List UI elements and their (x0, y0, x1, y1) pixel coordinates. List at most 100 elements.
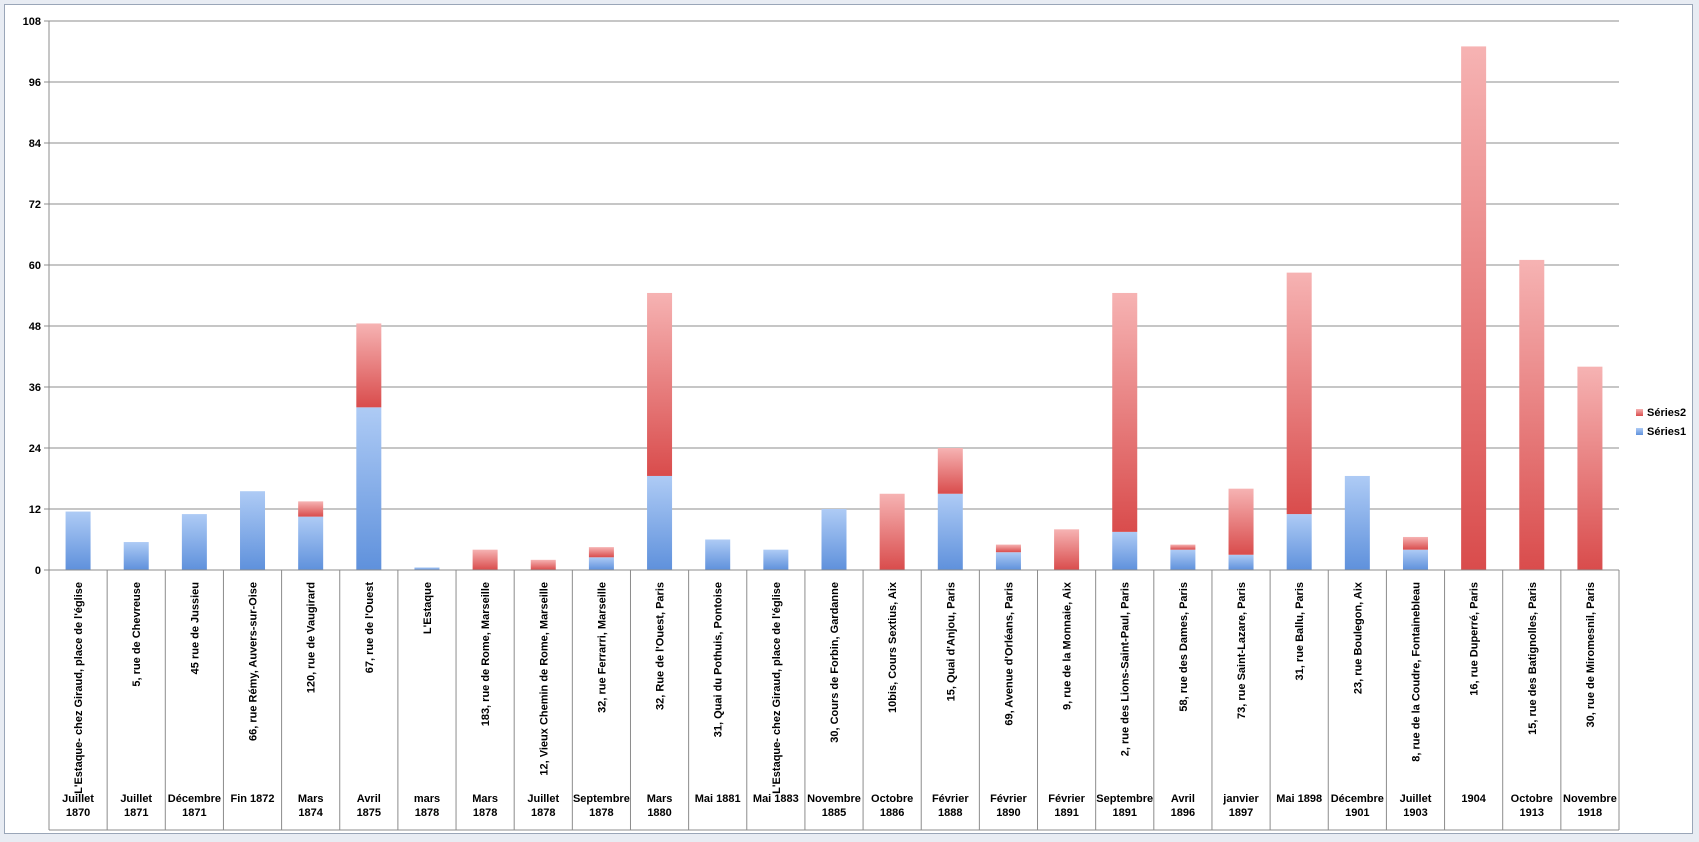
bar-series1 (1170, 549, 1196, 570)
gridlines (49, 20, 1619, 510)
bar-series1 (298, 516, 324, 570)
bar-series1 (356, 407, 382, 570)
category-address-label: 120, rue de Vaugirard (306, 582, 318, 693)
bar-series2 (530, 559, 556, 570)
bar-series2 (1228, 488, 1254, 555)
bar-series2 (1112, 292, 1138, 532)
bar-series2 (1054, 529, 1080, 570)
category-address-label: 31, Quai du Pothuis, Pontoise (713, 582, 725, 737)
y-tick-label: 72 (29, 199, 41, 211)
bar-series1 (647, 475, 673, 570)
category-date-label: Avril 1896 (1171, 793, 1195, 819)
stacked-bar-chart: 0 12 24 36 48 60 72 84 96 108 L'Estaque- chez Gir… (23, 16, 1686, 831)
category-address-label: 69, Avenue d'Orléans, Paris (1003, 582, 1015, 726)
bar-series1 (821, 509, 847, 570)
bar-series2 (472, 549, 498, 570)
bar-series2 (1402, 536, 1428, 550)
category-address-label: 73, rue Saint-Lazare, Paris (1236, 582, 1248, 719)
bar-series1 (181, 514, 207, 570)
category-address-label: 2, rue des Lions-Saint-Paul, Paris (1120, 582, 1132, 756)
category-address-label: 31, rue Ballu, Paris (1294, 582, 1306, 680)
category-date-label: Juillet 1871 (120, 793, 152, 819)
bar-series1 (588, 557, 614, 570)
category-date-label: Juillet 1870 (62, 793, 94, 819)
category-date-label: Novembre 1885 (807, 793, 861, 819)
legend-label: Séries1 (1647, 426, 1686, 438)
bar-series1 (1112, 531, 1138, 570)
category-date-label: Février 1888 (932, 793, 969, 819)
category-date-label: Février 1890 (990, 793, 1027, 819)
legend-swatch (1636, 409, 1643, 416)
y-tick-label: 24 (29, 443, 42, 455)
category-address-label: 67, rue de l'Ouest (364, 582, 376, 674)
bar-series2 (298, 501, 324, 517)
category-address-label: 30, rue de Miromesnil, Paris (1585, 582, 1597, 728)
category-address-label: 9, rue de la Monnaie, Aix (1062, 581, 1074, 710)
bar-series2 (879, 493, 905, 570)
category-address-label: 8, rue de la Coudre, Fontainebleau (1410, 582, 1422, 762)
bar-series1 (705, 539, 731, 570)
bar-series2 (1461, 46, 1487, 570)
category-date-label: Mars 1878 (472, 793, 498, 819)
bar-series2 (647, 292, 673, 476)
category-address-label: 183, rue de Rome, Marseille (480, 582, 492, 726)
category-date-label: Septembre 1878 (573, 793, 630, 819)
category-address-label: L'Estaque- chez Giraud, place de l'églis… (73, 582, 85, 794)
legend: Séries2 Séries1 (1636, 407, 1686, 438)
y-tick-label: 96 (29, 77, 41, 89)
category-address-label: 15, rue des Batignolles, Paris (1527, 582, 1539, 735)
category-address-label: 12, Vieux Chemin de Rome, Marseille (538, 582, 550, 776)
bar-series2 (937, 448, 963, 494)
category-date-label: Décembre 1871 (168, 793, 221, 819)
bar-series1 (123, 542, 149, 570)
category-date-label: mars 1878 (414, 793, 440, 819)
bar-series1 (65, 511, 91, 570)
category-date-label: Mars 1880 (647, 793, 673, 819)
category-date-label: Février 1891 (1048, 793, 1085, 819)
category-address-label: 58, rue des Dames, Paris (1178, 582, 1190, 712)
legend-swatch (1636, 428, 1643, 435)
bar-series1 (1286, 514, 1312, 570)
y-tick-label: 36 (29, 382, 41, 394)
category-address-label: 45 rue de Jussieu (189, 582, 201, 674)
category-date-label: Mai 1883 (753, 793, 799, 805)
category-date-label: Novembre 1918 (1563, 793, 1617, 819)
category-date-label: 1904 (1461, 793, 1486, 805)
category-date-label: Fin 1872 (231, 793, 275, 805)
category-address-label: L'Estaque- chez Giraud, place de l'églis… (771, 582, 783, 794)
bar-series1 (1228, 554, 1254, 570)
y-tick-label: 12 (29, 504, 41, 516)
y-tick-label: 84 (29, 138, 42, 150)
category-address-label: 5, rue de Chevreuse (131, 582, 143, 687)
category-date-label: Avril 1875 (357, 793, 381, 819)
category-address-label: 15, Quai d'Anjou, Paris (945, 582, 957, 701)
bar-series2 (1170, 544, 1196, 550)
category-date-label: Octobre 1886 (871, 793, 913, 819)
bar-series2 (995, 544, 1021, 553)
y-tick-label: 60 (29, 260, 41, 272)
category-date-label: Mai 1898 (1276, 793, 1322, 805)
category-address-label: L'Estaque (422, 582, 434, 634)
bar-series1 (763, 549, 789, 570)
bar-series1 (240, 491, 266, 570)
bar-series2 (588, 547, 614, 558)
y-tick-label: 0 (35, 565, 41, 577)
category-address-label: 30, Cours de Forbin, Gardanne (829, 582, 841, 743)
bar-series1 (1344, 475, 1370, 570)
bars (65, 46, 1603, 570)
category-date-label: Décembre 1901 (1331, 793, 1384, 819)
category-labels: L'Estaque- chez Giraud, place de l'églis… (62, 581, 1617, 819)
axes: 0 12 24 36 48 60 72 84 96 108 (23, 16, 1620, 831)
category-date-label: Mars 1874 (298, 793, 324, 819)
bar-series1 (937, 493, 963, 570)
category-date-label: janvier 1897 (1222, 793, 1259, 819)
category-date-label: Juillet 1903 (1400, 793, 1432, 819)
bar-series1 (1402, 549, 1428, 570)
category-date-label: Septembre 1891 (1096, 793, 1153, 819)
bar-series2 (1519, 259, 1545, 570)
category-address-label: 66, rue Rémy, Auvers-sur-Oise (248, 582, 260, 741)
chart-frame: 0 12 24 36 48 60 72 84 96 108 L'Estaque- chez Gir… (4, 4, 1693, 834)
category-address-label: 10bis, Cours Sextius, Aix (887, 581, 899, 713)
category-address-label: 23, rue Boulegon, Aix (1352, 581, 1364, 694)
bar-series1 (414, 567, 440, 570)
